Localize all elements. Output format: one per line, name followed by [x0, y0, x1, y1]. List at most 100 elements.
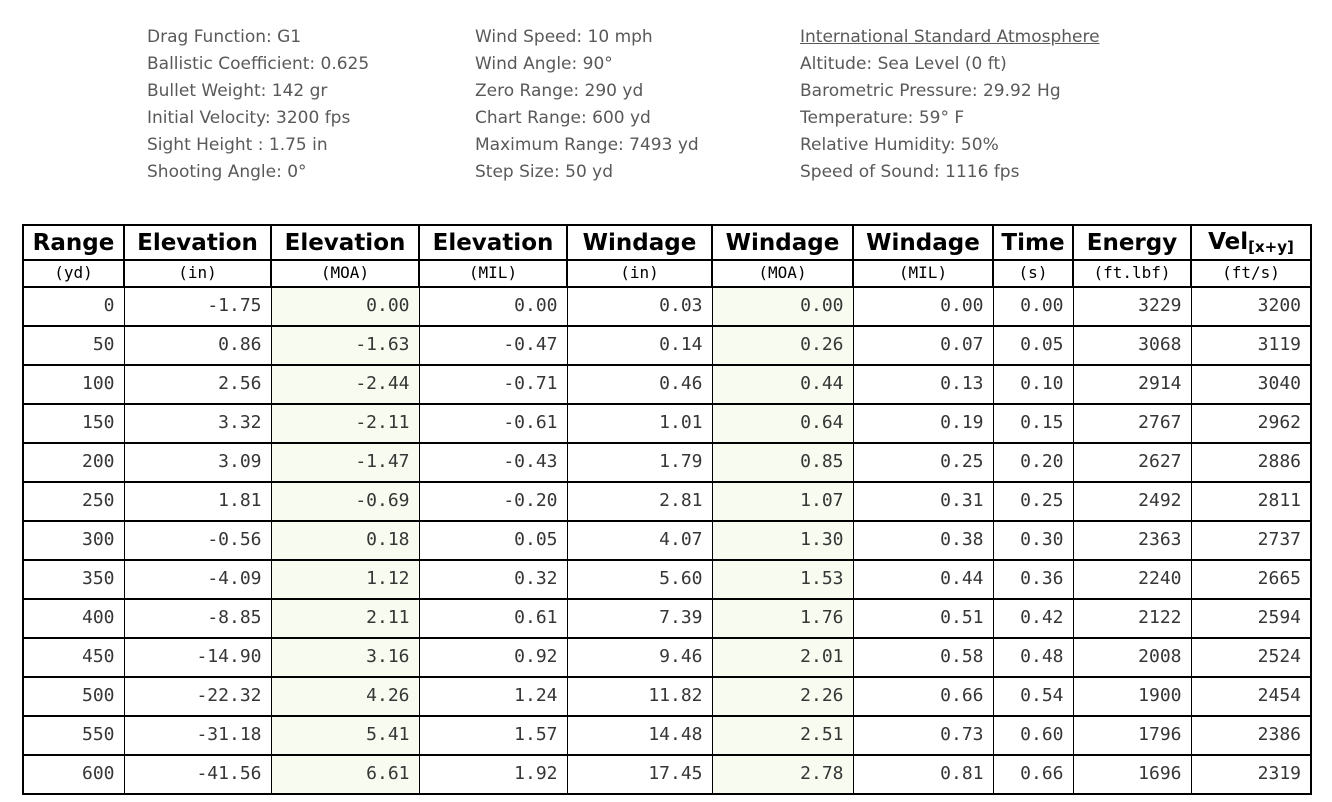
table-row: 600 -41.56 6.61 1.92 17.45 2.78 0.81 0.66 1696 23…: [22, 754, 1312, 795]
table-body: 0 -1.75 0.00 0.00 0.03 0.00 0.00 0.00 3229 3200 50…: [22, 286, 1312, 795]
cell-windage_moa: 1.53: [711, 559, 854, 600]
cell-elevation_in: -8.85: [123, 598, 272, 639]
cell-velocity_fts: 2319: [1190, 754, 1312, 795]
cell-windage_moa: 1.76: [711, 598, 854, 639]
cell-elevation_mil: -0.47: [418, 325, 568, 366]
cell-windage_in: 7.39: [566, 598, 713, 639]
cell-windage_in: 1.79: [566, 442, 713, 483]
cell-windage_mil: 0.44: [852, 559, 994, 600]
cell-elevation_in: -0.56: [123, 520, 272, 561]
velocity-label: Vel: [1208, 229, 1249, 255]
cell-windage_in: 5.60: [566, 559, 713, 600]
cell-range_yd: 550: [22, 715, 125, 756]
cell-elevation_moa: -1.47: [270, 442, 420, 483]
col-header-elevation-mil: Elevation: [418, 224, 568, 261]
table-row: 250 1.81 -0.69 -0.20 2.81 1.07 0.31 0.25 2492 281…: [22, 481, 1312, 522]
unit-energy: (ft.lbf): [1072, 259, 1192, 288]
table-row: 50 0.86 -1.63 -0.47 0.14 0.26 0.07 0.05 3068 3119: [22, 325, 1312, 366]
cell-range_yd: 100: [22, 364, 125, 405]
cell-range_yd: 250: [22, 481, 125, 522]
cell-energy_ftlbf: 1796: [1072, 715, 1192, 756]
cell-time_s: 0.15: [992, 403, 1074, 444]
cell-elevation_mil: 0.05: [418, 520, 568, 561]
cell-range_yd: 150: [22, 403, 125, 444]
cell-windage_in: 0.14: [566, 325, 713, 366]
cell-elevation_mil: 0.32: [418, 559, 568, 600]
cell-windage_moa: 1.07: [711, 481, 854, 522]
cell-velocity_fts: 2665: [1190, 559, 1312, 600]
cell-elevation_mil: -0.61: [418, 403, 568, 444]
cell-time_s: 0.66: [992, 754, 1074, 795]
cell-energy_ftlbf: 2627: [1072, 442, 1192, 483]
cell-time_s: 0.20: [992, 442, 1074, 483]
cell-windage_in: 0.03: [566, 286, 713, 327]
cell-windage_moa: 0.26: [711, 325, 854, 366]
cell-velocity_fts: 3200: [1190, 286, 1312, 327]
cell-velocity_fts: 2386: [1190, 715, 1312, 756]
info-line-sight-height: Sight Height : 1.75 in: [147, 135, 328, 155]
cell-elevation_moa: 1.12: [270, 559, 420, 600]
info-line-speed-of-sound: Speed of Sound: 1116 fps: [800, 162, 1020, 182]
cell-velocity_fts: 2737: [1190, 520, 1312, 561]
cell-windage_in: 0.46: [566, 364, 713, 405]
cell-time_s: 0.54: [992, 676, 1074, 717]
info-line-bullet-weight: Bullet Weight: 142 gr: [147, 81, 328, 101]
info-line-altitude: Altitude: Sea Level (0 ft): [800, 54, 1007, 74]
cell-windage_mil: 0.07: [852, 325, 994, 366]
info-line-wind-angle: Wind Angle: 90°: [475, 54, 613, 74]
cell-energy_ftlbf: 3229: [1072, 286, 1192, 327]
cell-energy_ftlbf: 1696: [1072, 754, 1192, 795]
cell-energy_ftlbf: 2767: [1072, 403, 1192, 444]
cell-elevation_in: 1.81: [123, 481, 272, 522]
cell-elevation_mil: -0.71: [418, 364, 568, 405]
cell-velocity_fts: 2962: [1190, 403, 1312, 444]
info-line-chart-range: Chart Range: 600 yd: [475, 108, 651, 128]
table-units-row: (yd) (in) (MOA) (MIL) (in) (MOA) (MIL) (…: [22, 259, 1312, 288]
cell-time_s: 0.25: [992, 481, 1074, 522]
table-row: 350 -4.09 1.12 0.32 5.60 1.53 0.44 0.36 2240 2665: [22, 559, 1312, 600]
cell-range_yd: 500: [22, 676, 125, 717]
cell-windage_mil: 0.51: [852, 598, 994, 639]
cell-time_s: 0.10: [992, 364, 1074, 405]
cell-windage_mil: 0.19: [852, 403, 994, 444]
cell-elevation_in: 3.09: [123, 442, 272, 483]
cell-windage_mil: 0.58: [852, 637, 994, 678]
unit-time: (s): [992, 259, 1074, 288]
cell-windage_in: 9.46: [566, 637, 713, 678]
unit-velocity: (ft/s): [1190, 259, 1312, 288]
table-row: 300 -0.56 0.18 0.05 4.07 1.30 0.38 0.30 2363 2737: [22, 520, 1312, 561]
cell-windage_moa: 2.26: [711, 676, 854, 717]
cell-range_yd: 200: [22, 442, 125, 483]
table-row: 500 -22.32 4.26 1.24 11.82 2.26 0.66 0.54 1900 24…: [22, 676, 1312, 717]
cell-elevation_mil: 1.92: [418, 754, 568, 795]
info-line-ballistic-coefficient: Ballistic Coefficient: 0.625: [147, 54, 370, 74]
cell-range_yd: 50: [22, 325, 125, 366]
cell-time_s: 0.05: [992, 325, 1074, 366]
table-row: 0 -1.75 0.00 0.00 0.03 0.00 0.00 0.00 3229 3200: [22, 286, 1312, 327]
cell-velocity_fts: 3119: [1190, 325, 1312, 366]
cell-energy_ftlbf: 2240: [1072, 559, 1192, 600]
cell-elevation_mil: 1.24: [418, 676, 568, 717]
cell-windage_mil: 0.38: [852, 520, 994, 561]
cell-windage_mil: 0.13: [852, 364, 994, 405]
cell-elevation_in: -31.18: [123, 715, 272, 756]
table-row: 450 -14.90 3.16 0.92 9.46 2.01 0.58 0.48 2008 252…: [22, 637, 1312, 678]
cell-windage_mil: 0.31: [852, 481, 994, 522]
cell-windage_moa: 0.64: [711, 403, 854, 444]
cell-velocity_fts: 2594: [1190, 598, 1312, 639]
cell-range_yd: 0: [22, 286, 125, 327]
table-row: 550 -31.18 5.41 1.57 14.48 2.51 0.73 0.60 1796 23…: [22, 715, 1312, 756]
table-row: 400 -8.85 2.11 0.61 7.39 1.76 0.51 0.42 2122 2594: [22, 598, 1312, 639]
cell-elevation_moa: 4.26: [270, 676, 420, 717]
info-line-temperature: Temperature: 59° F: [800, 108, 965, 128]
cell-elevation_moa: 2.11: [270, 598, 420, 639]
table-row: 100 2.56 -2.44 -0.71 0.46 0.44 0.13 0.10 2914 304…: [22, 364, 1312, 405]
info-line-wind-speed: Wind Speed: 10 mph: [475, 27, 653, 47]
cell-windage_moa: 0.85: [711, 442, 854, 483]
cell-energy_ftlbf: 2008: [1072, 637, 1192, 678]
info-line-drag-function: Drag Function: G1: [147, 27, 302, 47]
cell-energy_ftlbf: 3068: [1072, 325, 1192, 366]
cell-velocity_fts: 2811: [1190, 481, 1312, 522]
cell-energy_ftlbf: 1900: [1072, 676, 1192, 717]
cell-energy_ftlbf: 2363: [1072, 520, 1192, 561]
